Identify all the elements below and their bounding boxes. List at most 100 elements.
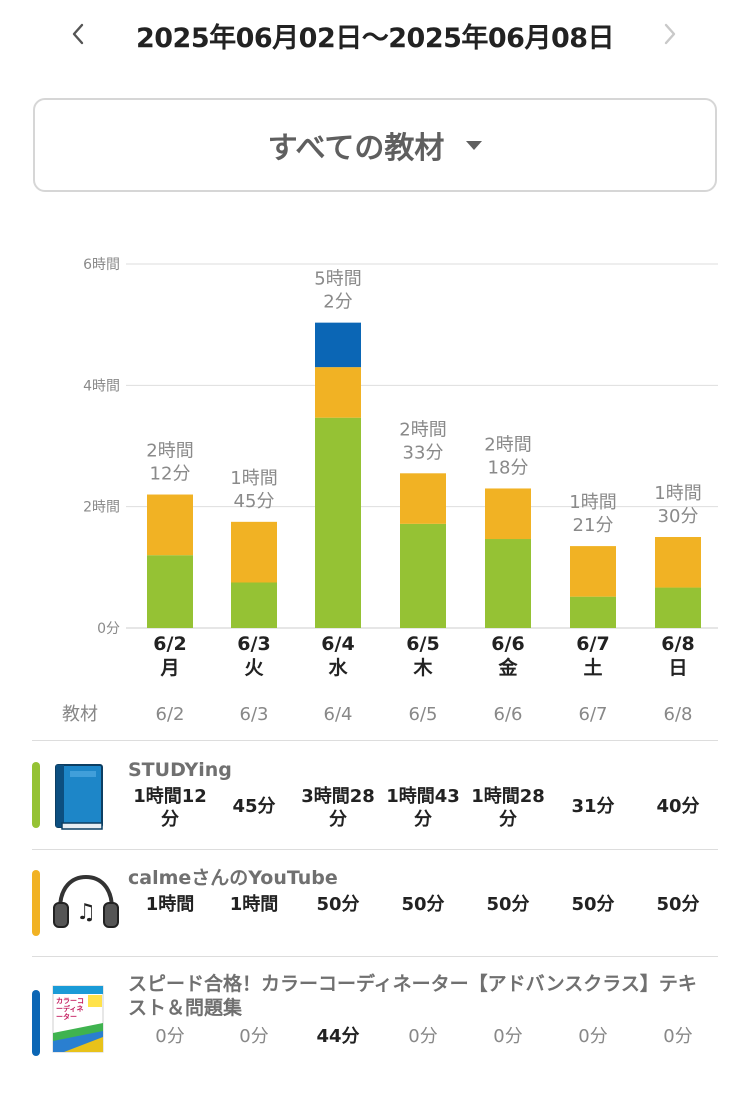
bar-segment	[570, 546, 616, 597]
y-tick-label: 6時間	[83, 257, 120, 273]
divider	[32, 849, 718, 850]
material-time-text: 分	[414, 809, 432, 830]
material-filter-select[interactable]: すべての教材	[33, 98, 717, 192]
date-header: 2025年06月02日〜2025年06月08日	[0, 0, 749, 72]
material-time-cell: 50分	[633, 893, 723, 916]
material-color-bar	[32, 762, 40, 828]
bar-segment	[231, 521, 277, 583]
bar-segment	[231, 582, 277, 628]
bar-total-label: 2時間	[399, 419, 446, 440]
bar-total-label: 33分	[403, 442, 444, 463]
material-time-cell: 0分	[548, 1025, 638, 1048]
table-header-date: 6/2	[155, 704, 185, 725]
table-header-date: 6/7	[578, 704, 608, 725]
material-time-cell: 0分	[463, 1025, 553, 1048]
material-time-cell: 1時間43 分	[378, 785, 468, 831]
chevron-left-icon	[72, 23, 84, 45]
y-tick-label: 4時間	[83, 378, 120, 394]
material-time-cell: 31分	[548, 795, 638, 818]
book-icon	[55, 764, 103, 830]
table-header-date: 6/6	[493, 704, 523, 725]
bar-total-label: 30分	[658, 506, 699, 527]
material-color-bar	[32, 990, 40, 1056]
bar-segment	[655, 537, 701, 588]
table-header-date: 6/8	[663, 704, 693, 725]
table-header-material-label: 教材	[62, 704, 98, 725]
bar-total-label: 12分	[150, 464, 191, 485]
chevron-right-icon	[664, 23, 676, 45]
material-time-text: 1時間28	[471, 786, 545, 807]
bar-segment	[315, 417, 361, 628]
material-time-text: 31分	[571, 796, 615, 817]
material-time-text: 0分	[239, 1026, 269, 1047]
material-time-text: 分	[329, 809, 347, 830]
material-time-cell: 1時間	[209, 893, 299, 916]
next-week-button[interactable]	[650, 14, 690, 54]
y-tick-label: 2時間	[83, 500, 120, 516]
table-header-date: 6/4	[323, 704, 353, 725]
textbook-cover-icon: カラーコーディネーター	[52, 985, 104, 1053]
material-time-text: 50分	[486, 894, 530, 915]
material-time-cell: 0分	[378, 1025, 468, 1048]
material-filter-label: すべての教材	[267, 131, 445, 166]
material-title: STUDYing	[128, 759, 232, 781]
x-tick-weekday: 土	[583, 657, 602, 679]
material-title: calmeさんのYouTube	[128, 867, 338, 889]
bar-segment	[400, 523, 446, 628]
material-time-text: 0分	[408, 1026, 438, 1047]
table-header-date: 6/3	[239, 704, 269, 725]
bar-segment	[400, 473, 446, 524]
material-time-text: 0分	[663, 1026, 693, 1047]
bar-segment	[485, 488, 531, 540]
bar-total-label: 45分	[234, 491, 275, 512]
bar-total-label: 2時間	[484, 434, 531, 455]
x-tick-weekday: 木	[412, 656, 433, 679]
material-time-text: 0分	[493, 1026, 523, 1047]
study-time-chart: 0分 2時間 4時間 6時間 2時間 12分 6/2 月 1時間 45分 6/3 火 5時間 2分 6/4 水…	[0, 240, 749, 680]
material-time-text: 0分	[578, 1026, 608, 1047]
material-time-cell: 1時間28 分	[463, 785, 553, 831]
material-icon-wrapper: カラーコーディネーター	[52, 985, 104, 1053]
x-tick-date: 6/7	[576, 633, 609, 655]
bar-segment	[655, 587, 701, 628]
material-time-text: 50分	[656, 894, 700, 915]
divider	[32, 956, 718, 957]
material-time-text: 分	[161, 809, 179, 830]
bar-total-label: 5時間	[314, 269, 361, 290]
table-header: 教材 6/2 6/3 6/4 6/5 6/6 6/7 6/8	[0, 700, 749, 740]
x-tick-weekday: 月	[159, 657, 179, 679]
material-time-cell: 40分	[633, 795, 723, 818]
x-tick-weekday: 金	[497, 656, 518, 679]
headphones-icon: ♫	[53, 874, 119, 928]
bar-total-label: 1時間	[230, 468, 277, 489]
material-time-text: 1時間43	[386, 786, 460, 807]
bar-total-label: 1時間	[654, 483, 701, 504]
bar-segment	[570, 596, 616, 628]
material-time-cell: 1時間	[125, 893, 215, 916]
material-time-text: 1時間12	[133, 786, 207, 807]
x-tick-date: 6/6	[491, 633, 524, 655]
material-time-cell: 3時間28 分	[293, 785, 383, 831]
textbook-cover-title: カラーコーディネーター	[56, 997, 84, 1021]
material-time-cell: 50分	[463, 893, 553, 916]
x-tick-date: 6/2	[153, 633, 186, 655]
material-time-text: 分	[499, 809, 517, 830]
material-time-cell: 0分	[209, 1025, 299, 1048]
material-time-cell: 45分	[209, 795, 299, 818]
svg-text:♫: ♫	[76, 900, 96, 925]
prev-week-button[interactable]	[58, 14, 98, 54]
bar-total-label: 2分	[323, 292, 352, 313]
material-time-cell: 50分	[548, 893, 638, 916]
date-range-title: 2025年06月02日〜2025年06月08日	[135, 23, 615, 54]
material-time-cell: 0分	[125, 1025, 215, 1048]
x-tick-weekday: 日	[668, 657, 687, 679]
divider	[32, 740, 718, 741]
material-time-text: 45分	[232, 796, 276, 817]
y-tick-label: 0分	[97, 621, 120, 637]
material-icon-wrapper	[52, 763, 104, 835]
bar-segment	[315, 367, 361, 418]
x-tick-weekday: 火	[244, 657, 264, 679]
bar-segment	[147, 555, 193, 628]
bar-segment	[485, 539, 531, 628]
stacked-bar-chart: 0分2時間4時間6時間2時間12分6/2月1時間45分6/3火5時間2分6/4水…	[83, 257, 718, 679]
